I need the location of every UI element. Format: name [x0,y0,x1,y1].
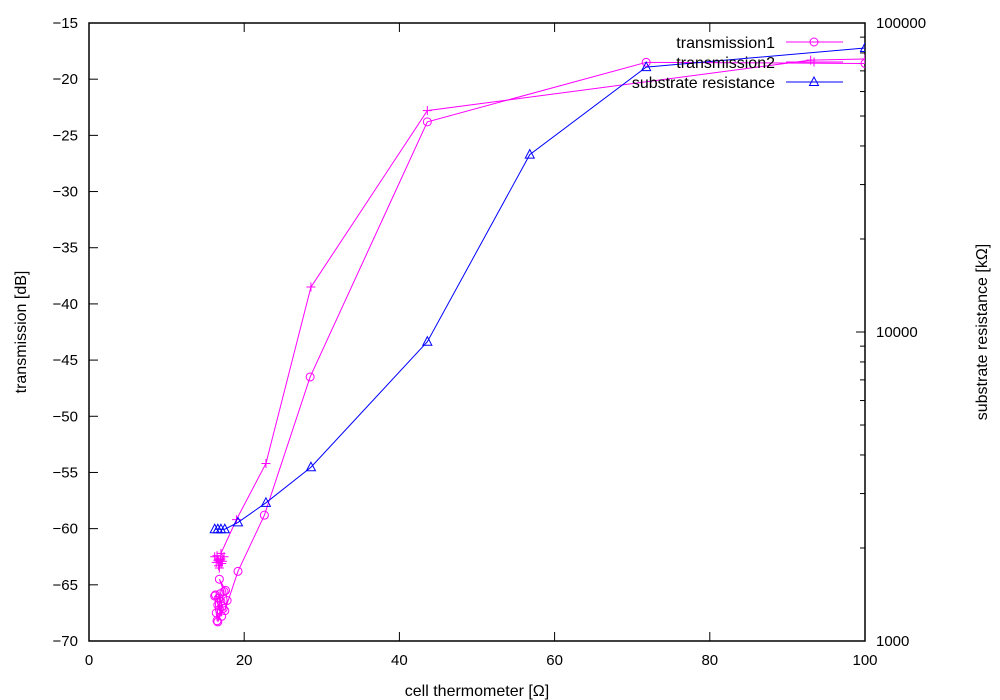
series-layer [209,41,865,627]
axis-tick-labels: 0 20 40 60 80 100 −70 −65 −60 −55 −50 −45 −40 −35 −30 −… [53,15,927,669]
y-tick-label: −40 [53,296,78,313]
data-point [232,516,244,527]
legend-label: substrate resistance [632,75,775,92]
series-transmission2 [210,54,865,573]
data-point [260,496,272,507]
data-point [219,523,231,534]
data-point [212,616,222,626]
data-point [222,596,232,606]
data-point [221,585,231,595]
legend-label: transmission1 [676,35,775,52]
data-point [259,510,269,520]
y-tick-label: −55 [53,464,78,481]
data-point [217,556,227,566]
data-point [209,523,221,534]
data-point [214,593,224,603]
legend-label: transmission2 [676,55,775,72]
series-substrate-resistance [209,41,865,534]
y-tick-label: −45 [53,352,78,369]
y-tick-label: −50 [53,408,78,425]
data-point [859,41,865,53]
legend-marker [809,57,819,67]
data-point [524,148,536,159]
data-point [261,458,271,468]
legend-marker [808,75,820,86]
data-point [214,563,224,573]
y2-tick-label: 1000 [876,633,909,650]
series-line [214,47,865,530]
y2-axis-title: substrate resistance [kΩ] [974,244,991,420]
data-point [422,335,433,346]
data-point [305,372,315,382]
y2-tick-label: 10000 [876,324,918,341]
data-point [860,54,865,64]
data-point [305,461,317,472]
data-point [641,57,651,67]
y-tick-label: −35 [53,240,78,257]
x-axis-title: cell thermometer [Ω] [405,683,549,700]
y-tick-label: −25 [53,127,78,144]
y-tick-label: −60 [53,521,78,538]
data-point [219,587,229,597]
x-tick-label: 100 [852,652,877,669]
y-tick-label: −65 [53,577,78,594]
x-tick-label: 20 [236,652,253,669]
x-tick-label: 40 [391,652,408,669]
x-tick-label: 80 [701,652,718,669]
data-point [216,548,226,558]
plot-frame [88,22,866,642]
data-point [212,551,222,561]
data-point [217,558,227,568]
legend: transmission1 transmission2 substrate resi… [632,35,843,92]
axis-ticks [88,22,866,642]
data-point [220,606,230,616]
data-point [306,282,316,292]
data-point [213,617,223,627]
x-tick-label: 60 [546,652,563,669]
y-axis-title: transmission [dB] [13,271,30,394]
legend-marker [809,37,819,47]
y-tick-label: −15 [53,15,78,32]
series-line [214,58,865,570]
data-point [218,603,228,613]
y-tick-label: −30 [53,184,78,201]
y-tick-label: −70 [53,633,78,650]
data-point [640,61,652,72]
series-transmission1 [210,57,865,627]
y-tick-label: −20 [53,71,78,88]
series-line [214,61,865,623]
x-tick-label: 0 [85,652,93,669]
data-point [233,566,243,576]
data-point [422,117,432,127]
data-point [422,106,432,116]
data-point [860,58,865,68]
data-point [210,590,220,600]
y2-tick-label: 100000 [876,15,926,32]
data-point [214,574,224,584]
